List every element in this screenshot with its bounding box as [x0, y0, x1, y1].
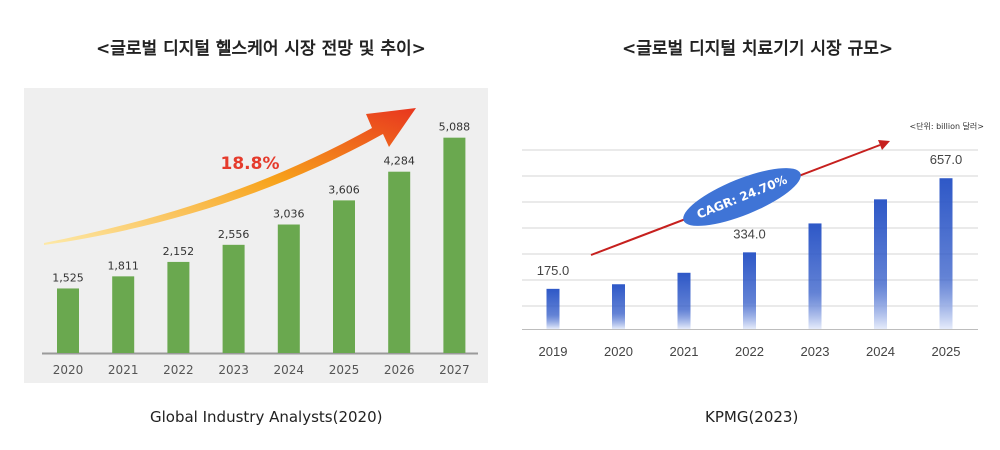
left-x-tick-label: 2024	[274, 363, 305, 377]
left-bar-2025	[333, 200, 355, 353]
left-bar-value-label: 3,606	[328, 183, 360, 196]
right-x-tick-label: 2020	[604, 344, 633, 359]
left-bar-2026	[388, 171, 411, 353]
left-chart-source: Global Industry Analysts(2020)	[150, 408, 383, 426]
left-bar-2021	[112, 276, 135, 353]
right-bar-2025	[939, 178, 953, 329]
right-x-tick-label: 2023	[801, 344, 830, 359]
right-bar-2021	[677, 272, 691, 329]
left-bar-value-label: 2,556	[218, 228, 250, 241]
right-bar-2019	[546, 288, 560, 329]
left-x-tick-label: 2025	[329, 363, 360, 377]
left-bar-value-label: 2,152	[163, 245, 195, 258]
left-x-tick-label: 2027	[439, 363, 470, 377]
unit-note: <단위: billion 달러>	[909, 121, 984, 131]
trend-arrow-head	[878, 140, 890, 150]
left-bar-2024	[277, 224, 300, 353]
right-x-tick-label: 2025	[932, 344, 961, 359]
left-bar-value-label: 5,088	[439, 121, 471, 134]
left-chart-background	[24, 88, 488, 383]
left-bar-value-label: 1,525	[52, 271, 84, 284]
right-bar-value-label: 657.0	[930, 152, 963, 167]
right-bar-value-label: 175.0	[537, 263, 570, 278]
right-bar-2022	[743, 252, 756, 329]
right-bar-2020	[612, 284, 625, 329]
right-bar-2024	[874, 199, 887, 329]
left-x-tick-label: 2023	[218, 363, 249, 377]
left-x-tick-label: 2020	[53, 363, 84, 377]
left-bar-value-label: 4,284	[383, 155, 415, 168]
right-bar-2023	[808, 223, 822, 329]
growth-arrow	[44, 108, 416, 245]
left-bar-2020	[57, 288, 79, 353]
right-x-tick-label: 2021	[670, 344, 699, 359]
right-chart-source: KPMG(2023)	[705, 408, 799, 426]
right-bar-value-label: 334.0	[733, 226, 766, 241]
left-x-tick-label: 2026	[384, 363, 415, 377]
right-x-tick-label: 2024	[866, 344, 895, 359]
left-chart-title: <글로벌 디지털 헬스케어 시장 전망 및 추이>	[96, 39, 426, 59]
left-x-tick-label: 2022	[163, 363, 194, 377]
left-bar-value-label: 3,036	[273, 208, 305, 221]
right-x-tick-label: 2022	[735, 344, 764, 359]
left-x-tick-label: 2021	[108, 363, 139, 377]
left-bar-2027	[443, 137, 466, 353]
right-x-tick-label: 2019	[539, 344, 568, 359]
left-bar-2023	[222, 244, 245, 353]
left-bar-2022	[167, 261, 190, 353]
right-chart-title: <글로벌 디지털 치료기기 시장 규모>	[622, 39, 894, 59]
growth-rate-label: 18.8%	[221, 154, 280, 174]
left-bar-value-label: 1,811	[107, 259, 139, 272]
cagr-ellipse	[683, 168, 801, 226]
